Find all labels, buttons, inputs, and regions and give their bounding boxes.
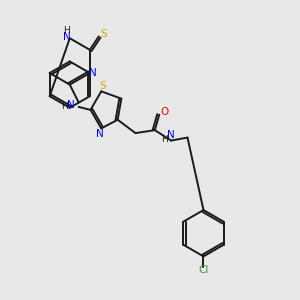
- Text: O: O: [160, 107, 168, 117]
- Text: S: S: [101, 29, 107, 39]
- Text: H: H: [161, 135, 168, 144]
- Text: N: N: [68, 100, 75, 110]
- Text: Cl: Cl: [198, 266, 209, 275]
- Text: N: N: [89, 68, 97, 78]
- Text: H: H: [61, 102, 68, 111]
- Text: H: H: [63, 26, 70, 35]
- Text: S: S: [99, 81, 106, 91]
- Text: N: N: [96, 129, 103, 139]
- Text: N: N: [167, 130, 175, 140]
- Text: N: N: [63, 32, 71, 42]
